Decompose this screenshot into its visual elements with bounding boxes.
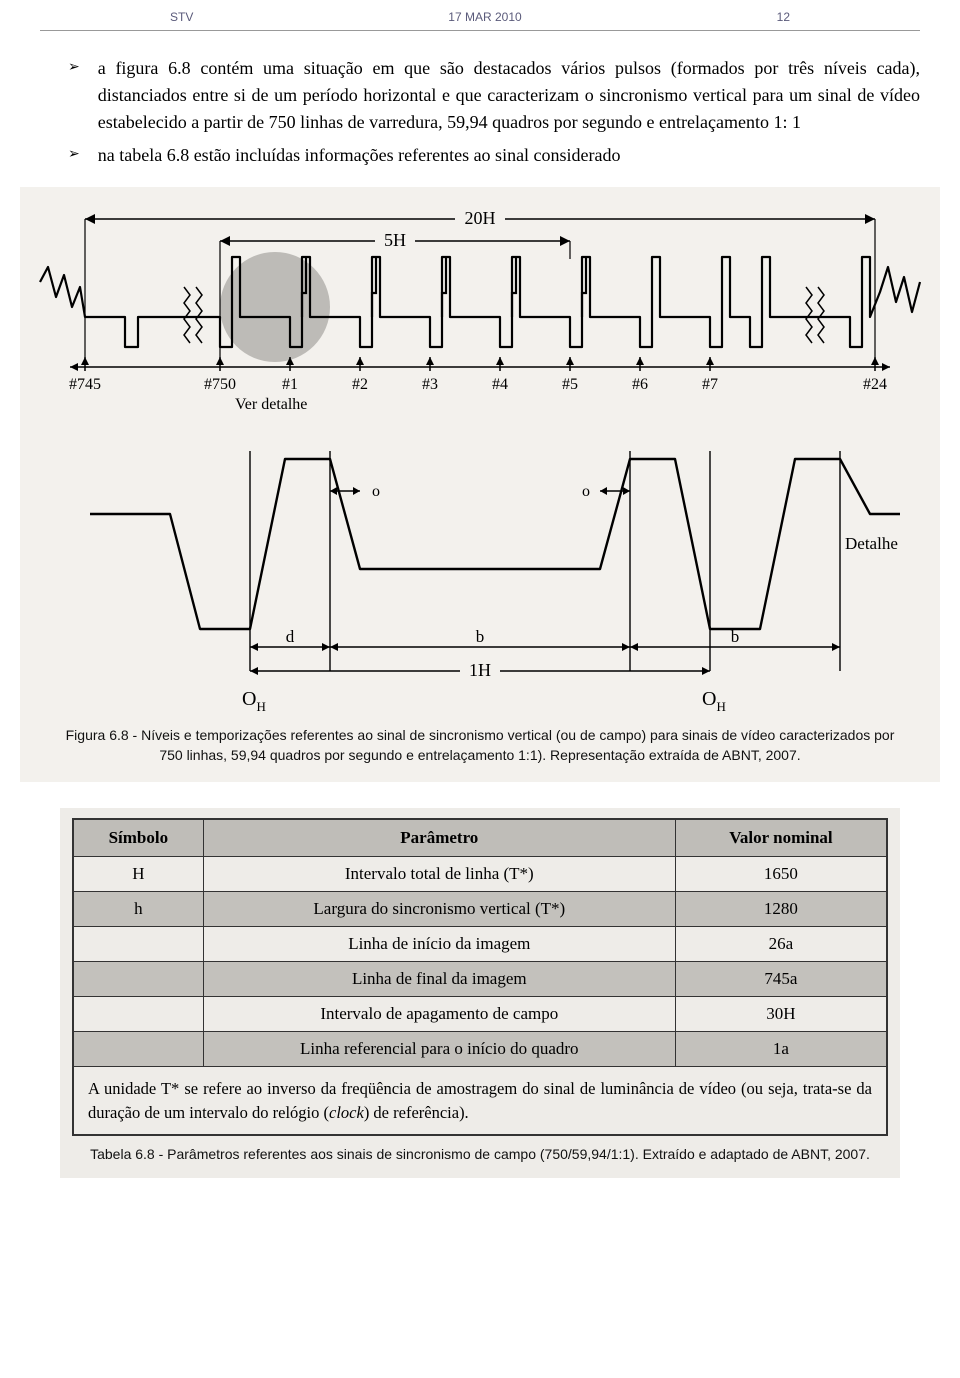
svg-text:o: o bbox=[582, 483, 590, 500]
svg-text:#2: #2 bbox=[352, 376, 368, 393]
bullet-text: na tabela 6.8 estão incluídas informaçõe… bbox=[98, 142, 621, 169]
table-cell: h bbox=[73, 891, 203, 926]
table-cell: 745a bbox=[675, 961, 887, 996]
table-cell: 30H bbox=[675, 996, 887, 1031]
table-6-8: SímboloParâmetroValor nominalHIntervalo … bbox=[60, 808, 900, 1179]
svg-text:20H: 20H bbox=[465, 208, 496, 228]
svg-text:Detalhe: Detalhe bbox=[845, 534, 898, 553]
svg-text:o: o bbox=[372, 483, 380, 500]
header-center: 17 MAR 2010 bbox=[448, 10, 521, 24]
table-cell bbox=[73, 996, 203, 1031]
svg-text:1H: 1H bbox=[469, 660, 491, 680]
table-cell: Intervalo de apagamento de campo bbox=[203, 996, 675, 1031]
page-header: STV 17 MAR 2010 12 bbox=[40, 10, 920, 31]
header-left: STV bbox=[170, 10, 193, 24]
svg-text:d: d bbox=[286, 627, 295, 646]
table-cell: H bbox=[73, 856, 203, 891]
table-cell bbox=[73, 961, 203, 996]
svg-text:OH: OH bbox=[702, 688, 726, 714]
table-row: hLargura do sincronismo vertical (T*)128… bbox=[73, 891, 887, 926]
table-cell: Largura do sincronismo vertical (T*) bbox=[203, 891, 675, 926]
list-item: ➢ a figura 6.8 contém uma situação em qu… bbox=[68, 55, 920, 136]
svg-text:#1: #1 bbox=[282, 376, 298, 393]
column-header: Valor nominal bbox=[675, 819, 887, 857]
figure-caption: Figura 6.8 - Níveis e temporizações refe… bbox=[30, 719, 930, 768]
waveform-diagram: 20H 5H #745 #750 #1 #2 #3 #4 #5 #6 #7 #24 Ver detalh… bbox=[30, 199, 930, 419]
figure-6-8: 20H 5H #745 #750 #1 #2 #3 #4 #5 #6 #7 #24 Ver detalh… bbox=[20, 187, 940, 782]
table-cell: Linha de início da imagem bbox=[203, 926, 675, 961]
parameter-table: SímboloParâmetroValor nominalHIntervalo … bbox=[72, 818, 888, 1137]
table-caption: Tabela 6.8 - Parâmetros referentes aos s… bbox=[72, 1136, 888, 1162]
column-header: Parâmetro bbox=[203, 819, 675, 857]
svg-text:b: b bbox=[476, 627, 485, 646]
list-item: ➢ na tabela 6.8 estão incluídas informaç… bbox=[68, 142, 920, 169]
svg-text:#745: #745 bbox=[69, 376, 101, 393]
svg-text:5H: 5H bbox=[384, 230, 406, 250]
table-cell: Linha de final da imagem bbox=[203, 961, 675, 996]
table-cell: 1650 bbox=[675, 856, 887, 891]
table-cell: Linha referencial para o início do quadr… bbox=[203, 1031, 675, 1066]
bullet-icon: ➢ bbox=[68, 55, 80, 136]
table-note: A unidade T* se refere ao inverso da fre… bbox=[73, 1066, 887, 1135]
svg-text:#750: #750 bbox=[204, 376, 236, 393]
table-row: Intervalo de apagamento de campo30H bbox=[73, 996, 887, 1031]
svg-text:Ver detalhe: Ver detalhe bbox=[235, 396, 307, 413]
table-cell bbox=[73, 1031, 203, 1066]
header-right: 12 bbox=[777, 10, 790, 24]
table-row: Linha de final da imagem745a bbox=[73, 961, 887, 996]
table-cell: 26a bbox=[675, 926, 887, 961]
svg-text:#6: #6 bbox=[632, 376, 648, 393]
svg-text:#3: #3 bbox=[422, 376, 438, 393]
svg-text:OH: OH bbox=[242, 688, 266, 714]
table-cell: Intervalo total de linha (T*) bbox=[203, 856, 675, 891]
table-row: HIntervalo total de linha (T*)1650 bbox=[73, 856, 887, 891]
bullet-text: a figura 6.8 contém uma situação em que … bbox=[98, 55, 920, 136]
table-cell: 1280 bbox=[675, 891, 887, 926]
svg-text:#7: #7 bbox=[702, 376, 718, 393]
svg-text:#5: #5 bbox=[562, 376, 578, 393]
column-header: Símbolo bbox=[73, 819, 203, 857]
svg-text:b: b bbox=[731, 627, 740, 646]
bullet-icon: ➢ bbox=[68, 142, 80, 169]
table-row: Linha de início da imagem26a bbox=[73, 926, 887, 961]
table-row: Linha referencial para o início do quadr… bbox=[73, 1031, 887, 1066]
svg-text:#24: #24 bbox=[863, 376, 887, 393]
bullet-list: ➢ a figura 6.8 contém uma situação em qu… bbox=[40, 55, 920, 169]
svg-text:#4: #4 bbox=[492, 376, 508, 393]
detail-diagram: o o d b b 1H OH OH Detalhe bbox=[30, 419, 930, 719]
table-cell: 1a bbox=[675, 1031, 887, 1066]
table-cell bbox=[73, 926, 203, 961]
